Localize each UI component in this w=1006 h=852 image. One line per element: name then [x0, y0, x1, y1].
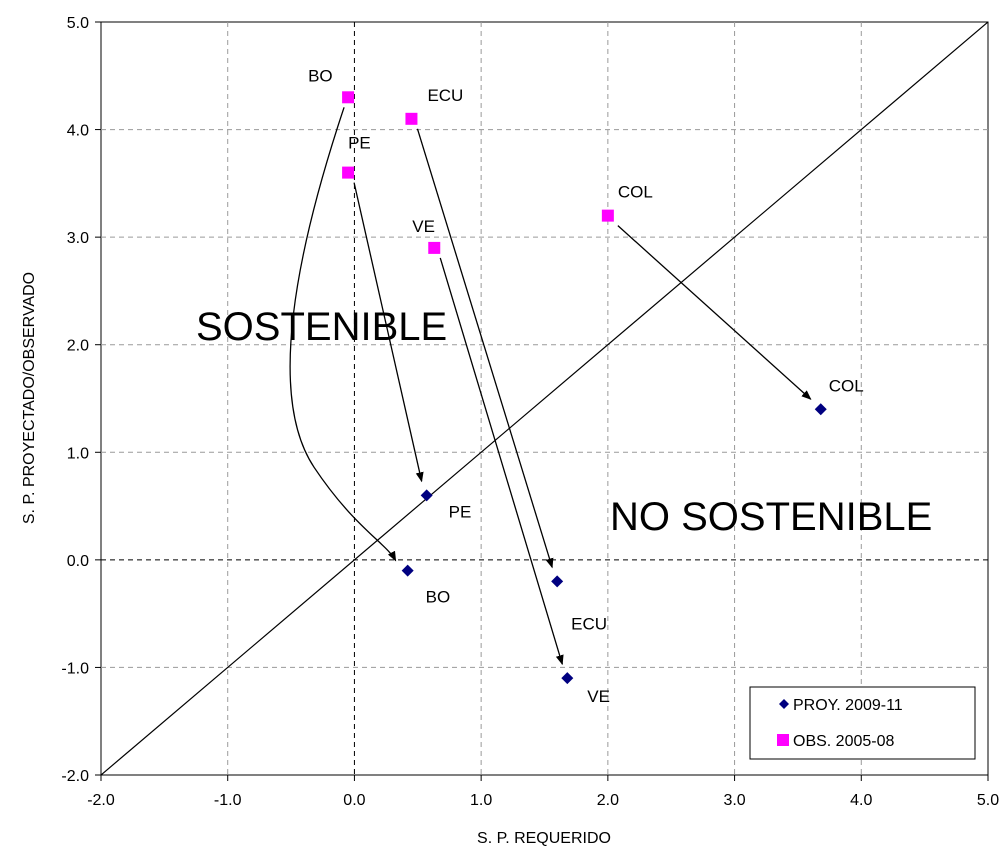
y-tick-label: -1.0 [61, 660, 89, 677]
x-tick-label: -2.0 [87, 792, 115, 809]
proy-marker-ve [561, 672, 574, 685]
obs-marker-bo [342, 91, 355, 104]
x-tick-label: -1.0 [214, 792, 242, 809]
obs-marker-pe [342, 166, 355, 179]
x-tick-label: 3.0 [723, 792, 745, 809]
zero-axis-lines [101, 22, 988, 775]
x-tick-label: 5.0 [977, 792, 999, 809]
proy-marker-pe [420, 489, 433, 502]
proy-label-ve: VE [587, 687, 610, 706]
legend-marker-proy [779, 699, 789, 709]
region-label-no-sostenible: NO SOSTENIBLE [610, 495, 932, 539]
obs-marker-ecu [405, 112, 418, 125]
arrow-bo [289, 107, 397, 562]
obs-label-bo: BO [308, 66, 333, 85]
proy-label-bo: BO [426, 588, 451, 607]
proy-marker-col [814, 403, 827, 416]
obs-marker-col [601, 209, 614, 222]
y-tick-label: 3.0 [67, 230, 89, 247]
proy-marker-ecu [551, 575, 564, 588]
y-tick-label: -2.0 [61, 768, 89, 785]
legend: PROY. 2009-11 OBS. 2005-08 [749, 686, 976, 760]
x-tick-label: 0.0 [343, 792, 365, 809]
obs-marker-ve [428, 241, 441, 254]
proy-label-ecu: ECU [571, 614, 607, 633]
y-tick-label: 2.0 [67, 338, 89, 355]
x-tick-label: 2.0 [597, 792, 619, 809]
arrow-ve [439, 257, 564, 666]
y-tick-label: 5.0 [67, 15, 89, 32]
diagonal-line [101, 22, 988, 775]
x-axis-title: S. P. REQUERIDO [477, 830, 611, 847]
arrow-pe [353, 182, 424, 483]
x-tick-label: 1.0 [470, 792, 492, 809]
gridlines [101, 22, 988, 775]
arrow-ecu [416, 128, 554, 569]
point-labels: BO ECU PE VE COL BO PE ECU VE COL [308, 66, 864, 706]
y-tick-label: 1.0 [67, 445, 89, 462]
x-tick-label: 4.0 [850, 792, 872, 809]
trajectory-arrows [289, 107, 812, 666]
y-tick-label: 0.0 [67, 553, 89, 570]
y-tick-label: 4.0 [67, 123, 89, 140]
proy-label-col: COL [829, 376, 864, 395]
y-axis-title: S. P. PROYECTADO/OBSERVADO [21, 272, 38, 524]
obs-label-pe: PE [348, 134, 371, 153]
obs-label-col: COL [618, 183, 653, 202]
proy-marker-bo [401, 564, 414, 577]
legend-label-obs: OBS. 2005-08 [793, 733, 895, 750]
diagonal-reference-line [101, 22, 988, 775]
axis-ticks: -2.0 -1.0 0.0 1.0 2.0 3.0 4.0 5.0 -2.0 -1.0 0.0 1.0… [61, 15, 999, 809]
legend-label-proy: PROY. 2009-11 [793, 697, 903, 714]
legend-box [749, 686, 976, 760]
legend-marker-obs [777, 734, 789, 746]
obs-label-ve: VE [412, 217, 435, 236]
obs-label-ecu: ECU [427, 86, 463, 105]
proy-label-pe: PE [449, 502, 472, 521]
region-label-sostenible: SOSTENIBLE [196, 305, 447, 349]
data-markers [342, 91, 827, 685]
arrow-col [617, 225, 812, 400]
